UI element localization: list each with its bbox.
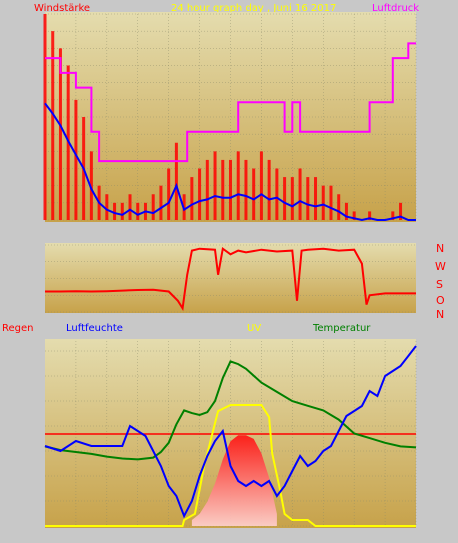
- rain-label: Regen: [2, 323, 34, 334]
- uv-area: [191, 435, 277, 526]
- compass-o: O: [436, 294, 445, 307]
- humidity-line: [44, 345, 417, 519]
- humidity-label: Luftfeuchte: [66, 323, 123, 334]
- compass-n-top: N: [436, 242, 444, 255]
- compass-s: S: [436, 278, 443, 291]
- chart-title: 24 hour graph day , Juni 16 2017: [171, 3, 336, 14]
- compass-w: W: [435, 260, 446, 273]
- compass-n-bottom: N: [436, 308, 444, 321]
- wind-label: Windstärke: [34, 3, 90, 14]
- temperature-line: [44, 360, 417, 461]
- temperature-label: Temperatur: [312, 323, 371, 334]
- pressure-line: [45, 42, 416, 163]
- uv-label: UV: [247, 323, 261, 334]
- uv-line: [45, 404, 416, 527]
- pressure-label: Luftdruck: [372, 3, 419, 14]
- wind-direction-line: [45, 246, 416, 312]
- wind-speed-line: [44, 102, 416, 222]
